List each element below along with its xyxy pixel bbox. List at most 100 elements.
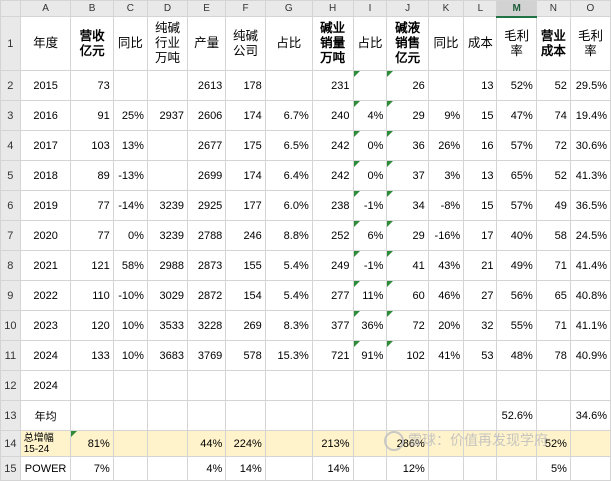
- cell-o-13[interactable]: 34.6%: [569, 400, 611, 431]
- cell-c-1[interactable]: 同比: [112, 16, 148, 71]
- cell-f-6[interactable]: 177: [225, 190, 266, 221]
- cell-i-13[interactable]: [352, 400, 388, 431]
- cell-d-9[interactable]: 3029: [146, 280, 188, 311]
- cell-k-8[interactable]: 43%: [427, 250, 465, 281]
- cell-d-2[interactable]: [146, 70, 188, 101]
- cell-d-10[interactable]: 3533: [146, 310, 188, 341]
- cell-k-5[interactable]: 3%: [427, 160, 465, 191]
- cell-i-4[interactable]: 0%: [352, 130, 388, 161]
- cell-f-10[interactable]: 269: [225, 310, 266, 341]
- cell-b-4[interactable]: 103: [70, 130, 114, 161]
- row-header-5[interactable]: 5: [0, 160, 21, 191]
- cell-n-4[interactable]: 72: [535, 130, 571, 161]
- cell-j-9[interactable]: 60: [386, 280, 429, 311]
- cell-k-11[interactable]: 41%: [427, 340, 465, 371]
- cell-g-6[interactable]: 6.0%: [264, 190, 313, 221]
- cell-k-7[interactable]: -16%: [427, 220, 465, 251]
- select-all-corner[interactable]: [0, 0, 21, 17]
- cell-m-7[interactable]: 40%: [496, 220, 537, 251]
- cell-d-4[interactable]: [146, 130, 188, 161]
- cell-j-7[interactable]: 29: [386, 220, 429, 251]
- row-header-8[interactable]: 8: [0, 250, 21, 281]
- cell-g-10[interactable]: 8.3%: [264, 310, 313, 341]
- cell-j-11[interactable]: 102: [386, 340, 429, 371]
- cell-n-1[interactable]: 营业 成本: [535, 16, 571, 71]
- cell-f-12[interactable]: [225, 370, 266, 401]
- cell-c-15[interactable]: [112, 456, 148, 481]
- cell-d-7[interactable]: 3239: [146, 220, 188, 251]
- cell-h-11[interactable]: 721: [311, 340, 354, 371]
- cell-o-1[interactable]: 毛利率: [569, 16, 611, 71]
- cell-n-15[interactable]: 5%: [535, 456, 571, 481]
- cell-d-6[interactable]: 3239: [146, 190, 188, 221]
- cell-o-10[interactable]: 41.1%: [569, 310, 611, 341]
- cell-d-15[interactable]: [146, 456, 188, 481]
- cell-j-1[interactable]: 碱液 销售 亿元: [386, 16, 429, 71]
- cell-n-14[interactable]: 52%: [535, 430, 571, 457]
- cell-f-11[interactable]: 578: [225, 340, 266, 371]
- row-header-6[interactable]: 6: [0, 190, 21, 221]
- row-header-10[interactable]: 10: [0, 310, 21, 341]
- cell-d-1[interactable]: 纯碱 行业 万吨: [146, 16, 188, 71]
- row-header-14[interactable]: 14: [0, 430, 21, 457]
- cell-j-12[interactable]: [386, 370, 429, 401]
- cell-b-5[interactable]: 89: [70, 160, 114, 191]
- cell-g-7[interactable]: 8.8%: [264, 220, 313, 251]
- cell-a-4[interactable]: 2017: [19, 130, 72, 161]
- cell-a-6[interactable]: 2019: [19, 190, 72, 221]
- column-header-l[interactable]: L: [463, 0, 498, 17]
- cell-i-6[interactable]: -1%: [352, 190, 388, 221]
- cell-c-13[interactable]: [112, 400, 148, 431]
- cell-a-2[interactable]: 2015: [19, 70, 72, 101]
- cell-b-9[interactable]: 110: [70, 280, 114, 311]
- row-header-1[interactable]: 1: [0, 16, 21, 71]
- cell-i-15[interactable]: [352, 456, 388, 481]
- row-header-15[interactable]: 15: [0, 456, 21, 481]
- cell-k-3[interactable]: 9%: [427, 100, 465, 131]
- cell-j-6[interactable]: 34: [386, 190, 429, 221]
- cell-k-9[interactable]: 46%: [427, 280, 465, 311]
- cell-g-2[interactable]: [264, 70, 313, 101]
- column-header-e[interactable]: E: [186, 0, 227, 17]
- cell-f-15[interactable]: 14%: [225, 456, 266, 481]
- cell-o-3[interactable]: 19.4%: [569, 100, 611, 131]
- cell-m-15[interactable]: [496, 456, 537, 481]
- cell-b-8[interactable]: 121: [70, 250, 114, 281]
- column-header-n[interactable]: N: [535, 0, 571, 17]
- cell-j-5[interactable]: 37: [386, 160, 429, 191]
- cell-b-15[interactable]: 7%: [70, 456, 114, 481]
- cell-b-13[interactable]: [70, 400, 114, 431]
- cell-i-2[interactable]: [352, 70, 388, 101]
- column-header-f[interactable]: F: [225, 0, 266, 17]
- column-header-a[interactable]: A: [19, 0, 72, 17]
- column-header-m[interactable]: M: [496, 0, 537, 18]
- cell-e-10[interactable]: 3228: [186, 310, 227, 341]
- cell-a-8[interactable]: 2021: [19, 250, 72, 281]
- cell-a-15[interactable]: POWER: [19, 456, 72, 481]
- cell-k-15[interactable]: [427, 456, 465, 481]
- cell-m-3[interactable]: 47%: [496, 100, 537, 131]
- cell-a-10[interactable]: 2023: [19, 310, 72, 341]
- cell-l-15[interactable]: [463, 456, 498, 481]
- cell-i-5[interactable]: 0%: [352, 160, 388, 191]
- cell-c-6[interactable]: -14%: [112, 190, 148, 221]
- cell-n-12[interactable]: [535, 370, 571, 401]
- cell-h-1[interactable]: 碱业 销量 万吨: [311, 16, 354, 71]
- cell-i-9[interactable]: 11%: [352, 280, 388, 311]
- cell-i-11[interactable]: 91%: [352, 340, 388, 371]
- cell-f-1[interactable]: 纯碱 公司: [225, 16, 266, 71]
- cell-l-14[interactable]: [463, 430, 498, 457]
- cell-g-14[interactable]: [264, 430, 313, 457]
- cell-m-13[interactable]: 52.6%: [496, 400, 537, 431]
- cell-l-6[interactable]: 15: [463, 190, 498, 221]
- cell-a-13[interactable]: 年均: [19, 400, 72, 431]
- cell-e-9[interactable]: 2872: [186, 280, 227, 311]
- cell-c-5[interactable]: -13%: [112, 160, 148, 191]
- cell-l-7[interactable]: 17: [463, 220, 498, 251]
- cell-l-10[interactable]: 32: [463, 310, 498, 341]
- cell-h-2[interactable]: 231: [311, 70, 354, 101]
- cell-a-1[interactable]: 年度: [19, 16, 72, 71]
- cell-d-13[interactable]: [146, 400, 188, 431]
- cell-n-11[interactable]: 78: [535, 340, 571, 371]
- cell-c-8[interactable]: 58%: [112, 250, 148, 281]
